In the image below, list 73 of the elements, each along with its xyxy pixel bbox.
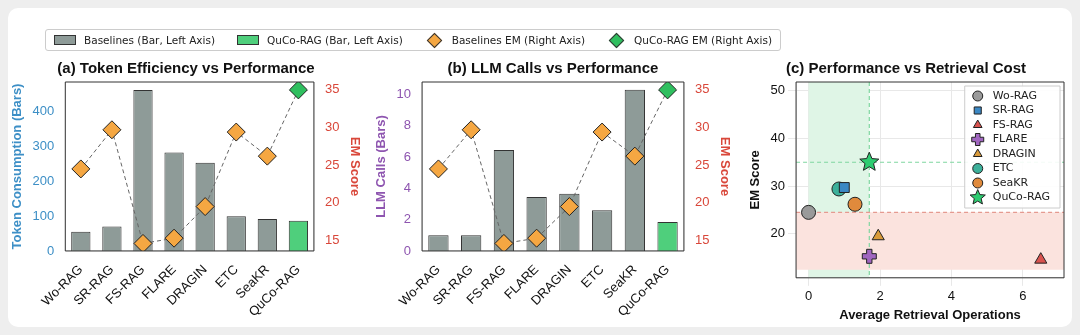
y-tick-label: 400 (32, 103, 55, 119)
point (288, 82, 308, 100)
y-axis-title: LLM Calls (Bars) (373, 115, 389, 218)
point (133, 233, 153, 251)
y-tick-label: 0 (47, 242, 55, 258)
legend-label: FLARE (992, 132, 1028, 146)
point (847, 196, 863, 212)
x-tick-label: 2 (876, 288, 884, 304)
point (461, 120, 481, 140)
legend-label: ETC (992, 161, 1014, 175)
x-axis-title: Average Retrieval Operations (839, 306, 1021, 322)
legend-label: QuCo-RAG (Bar, Left Axis) (267, 34, 403, 46)
legend-label: Baselines (Bar, Left Axis) (84, 34, 216, 46)
chart-title: (b) LLM Calls vs Performance (447, 59, 659, 77)
x-tick-label: 4 (947, 288, 956, 304)
point (625, 146, 645, 166)
point (226, 122, 246, 142)
y2-tick-label: 20 (324, 194, 340, 210)
y2-tick-label: 30 (694, 119, 710, 135)
y-tick-label: 20 (770, 225, 786, 241)
y-tick-label: 100 (32, 207, 55, 223)
legend-label: Wo-RAG (992, 88, 1037, 102)
y2-axis-title: EM Score (347, 136, 363, 197)
y-tick-label: 30 (770, 177, 786, 193)
point (195, 197, 215, 217)
y-tick-label: 40 (770, 129, 786, 145)
y-tick-label: 50 (770, 82, 786, 98)
y2-tick-label: 15 (694, 232, 710, 248)
point (527, 228, 547, 248)
y-axis-title: EM Score (747, 150, 763, 210)
chart-title: (c) Performance vs Retrieval Cost (785, 59, 1027, 77)
legend-label: SR-RAG (992, 103, 1034, 117)
y-axis-title: Token Consumption (Bars) (9, 83, 25, 250)
point (861, 248, 877, 264)
y2-tick-label: 35 (324, 81, 340, 97)
y2-tick-label: 25 (324, 156, 340, 172)
point (592, 122, 612, 142)
point (71, 159, 91, 179)
point (257, 146, 277, 166)
y-tick-label: 0 (403, 242, 412, 258)
legend-label: QuCo-RAG EM (Right Axis) (634, 34, 773, 46)
point (801, 204, 817, 220)
y-tick-label: 300 (32, 138, 55, 154)
legend-label: QuCo-RAG (992, 190, 1051, 204)
y2-tick-label: 25 (694, 156, 710, 172)
y-tick-label: 8 (403, 117, 412, 133)
y2-tick-label: 15 (324, 232, 340, 248)
x-tick-label: 0 (804, 288, 813, 304)
point (102, 120, 122, 140)
y2-tick-label: 35 (694, 81, 710, 97)
y2-axis-title: EM Score (717, 136, 733, 197)
y-tick-label: 200 (32, 172, 55, 188)
y-tick-label: 2 (403, 211, 412, 227)
legend-label: FS-RAG (992, 117, 1033, 131)
y2-tick-label: 20 (694, 194, 710, 210)
point (164, 228, 184, 248)
y-tick-label: 4 (403, 179, 412, 195)
legend-label: Baselines EM (Right Axis) (451, 34, 586, 46)
point (559, 197, 579, 217)
legend-label: DRAGIN (992, 146, 1036, 160)
y-tick-label: 6 (403, 148, 412, 164)
point (859, 151, 880, 171)
chart-title: (a) Token Efficiency vs Performance (57, 59, 315, 77)
point (428, 159, 448, 179)
legend-label: SeaKR (992, 175, 1029, 189)
point (494, 233, 514, 251)
point (658, 82, 678, 100)
x-tick-label: 6 (1019, 288, 1027, 304)
y2-tick-label: 30 (324, 119, 340, 135)
point (871, 228, 885, 241)
point (838, 182, 850, 193)
y-tick-label: 10 (396, 86, 412, 102)
point (1034, 252, 1048, 264)
